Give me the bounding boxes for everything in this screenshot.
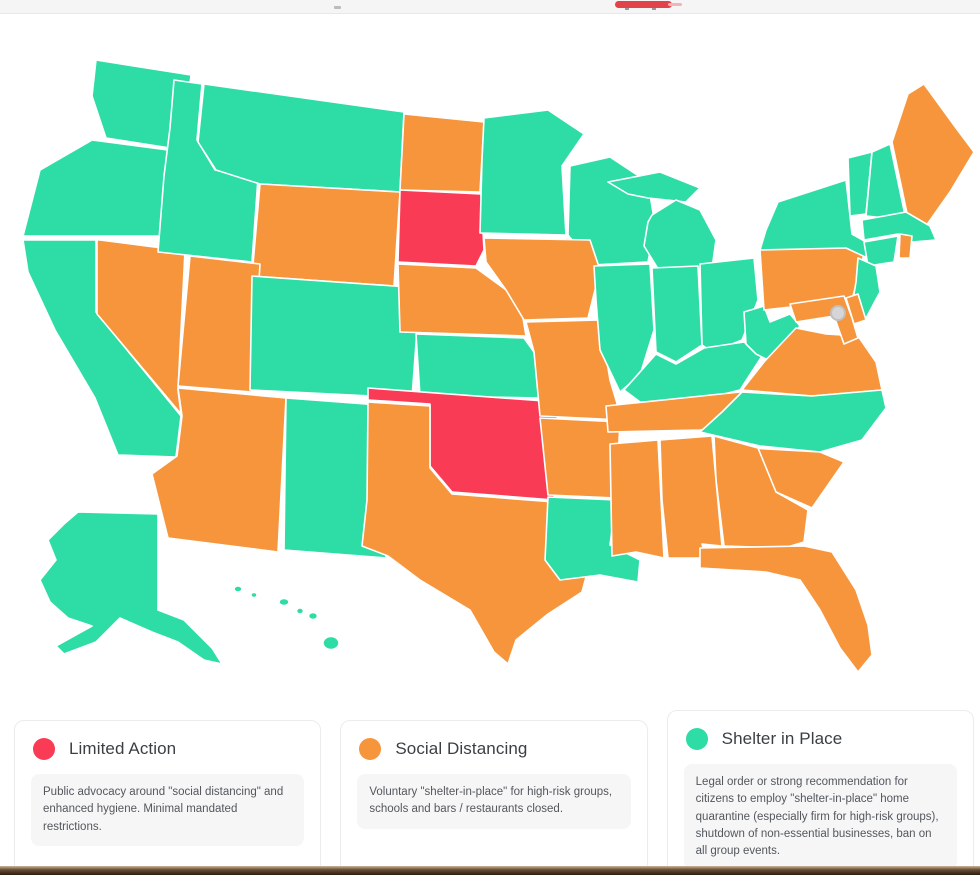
map-legend: Limited Action Public advocacy around "s… (0, 710, 980, 875)
state-FL[interactable]: Florida (699, 545, 873, 673)
state-MS[interactable]: Mississippi (609, 439, 665, 559)
state-AL[interactable]: Alabama (659, 435, 723, 559)
top-strip (0, 0, 980, 14)
state-IN[interactable]: Indiana (651, 265, 703, 363)
state-CT[interactable]: Connecticut (863, 235, 899, 267)
state-HI-island[interactable]: Hawaii (278, 597, 290, 607)
state-HI-island[interactable]: Hawaii (307, 611, 319, 621)
state-CA[interactable]: California (22, 239, 182, 458)
state-ID[interactable]: Idaho (157, 79, 259, 263)
state-MI-upper[interactable]: Michigan (607, 171, 701, 203)
state-AK[interactable]: Alaska (39, 511, 223, 665)
shelter-in-place-color-dot (685, 728, 708, 750)
state-MA[interactable]: Massachusetts (861, 211, 937, 243)
state-RI[interactable]: Rhode Island (898, 233, 913, 259)
state-NC[interactable]: North Carolina (699, 389, 887, 453)
ui-remnant-tick (652, 8, 656, 10)
state-ND[interactable]: North Dakota (399, 113, 485, 193)
state-HI-island[interactable]: Hawaii (322, 635, 340, 651)
window-bottom-edge (0, 866, 980, 875)
state-OH[interactable]: Ohio (699, 257, 759, 353)
state-VA[interactable]: Virginia (741, 327, 883, 397)
legend-card-title: Limited Action (69, 739, 177, 758)
legend-card-description: Public advocacy around "social distancin… (31, 774, 305, 846)
state-HI-island[interactable]: Hawaii (295, 607, 305, 615)
state-WV[interactable]: West Virginia (743, 305, 801, 363)
state-ME[interactable]: Maine (891, 83, 975, 227)
ui-remnant-speck (334, 6, 341, 9)
states-layer: Washington Oregon California Nevada Idah… (22, 59, 975, 673)
state-SD[interactable]: South Dakota (397, 189, 485, 267)
ui-remnant-tick (625, 8, 629, 10)
legend-card-title: Social Distancing (395, 739, 528, 758)
legend-card-shelter-in-place: Shelter in Place Legal order or strong r… (666, 710, 974, 875)
partial-red-button-tail (668, 3, 682, 6)
state-CO[interactable]: Colorado (249, 275, 421, 399)
limited-action-color-dot (33, 738, 55, 760)
state-TX[interactable]: Texas (361, 401, 591, 665)
state-MI-lower[interactable]: Michigan (643, 199, 717, 273)
legend-card-title: Shelter in Place (721, 729, 843, 748)
state-MN[interactable]: Minnesota (479, 109, 585, 236)
state-AZ[interactable]: Arizona (151, 387, 287, 553)
state-KS[interactable]: Kansas (415, 333, 541, 399)
legend-card-limited-action: Limited Action Public advocacy around "s… (14, 720, 322, 875)
state-WY[interactable]: Wyoming (251, 183, 401, 287)
social-distancing-color-dot (359, 738, 382, 760)
legend-card-description: Legal order or strong recommendation for… (683, 764, 957, 871)
state-HI-island[interactable]: Hawaii (250, 591, 258, 599)
state-WA[interactable]: Washington (91, 59, 192, 151)
state-UT[interactable]: Utah (177, 255, 261, 393)
legend-card-social-distancing: Social Distancing Voluntary "shelter-in-… (340, 720, 648, 875)
legend-card-description: Voluntary "shelter-in-place" for high-ri… (357, 774, 631, 829)
state-HI-island[interactable]: Hawaii (233, 585, 243, 593)
dc-marker[interactable] (830, 305, 846, 321)
state-IA[interactable]: Iowa (483, 237, 601, 321)
partial-red-button[interactable] (615, 1, 672, 8)
